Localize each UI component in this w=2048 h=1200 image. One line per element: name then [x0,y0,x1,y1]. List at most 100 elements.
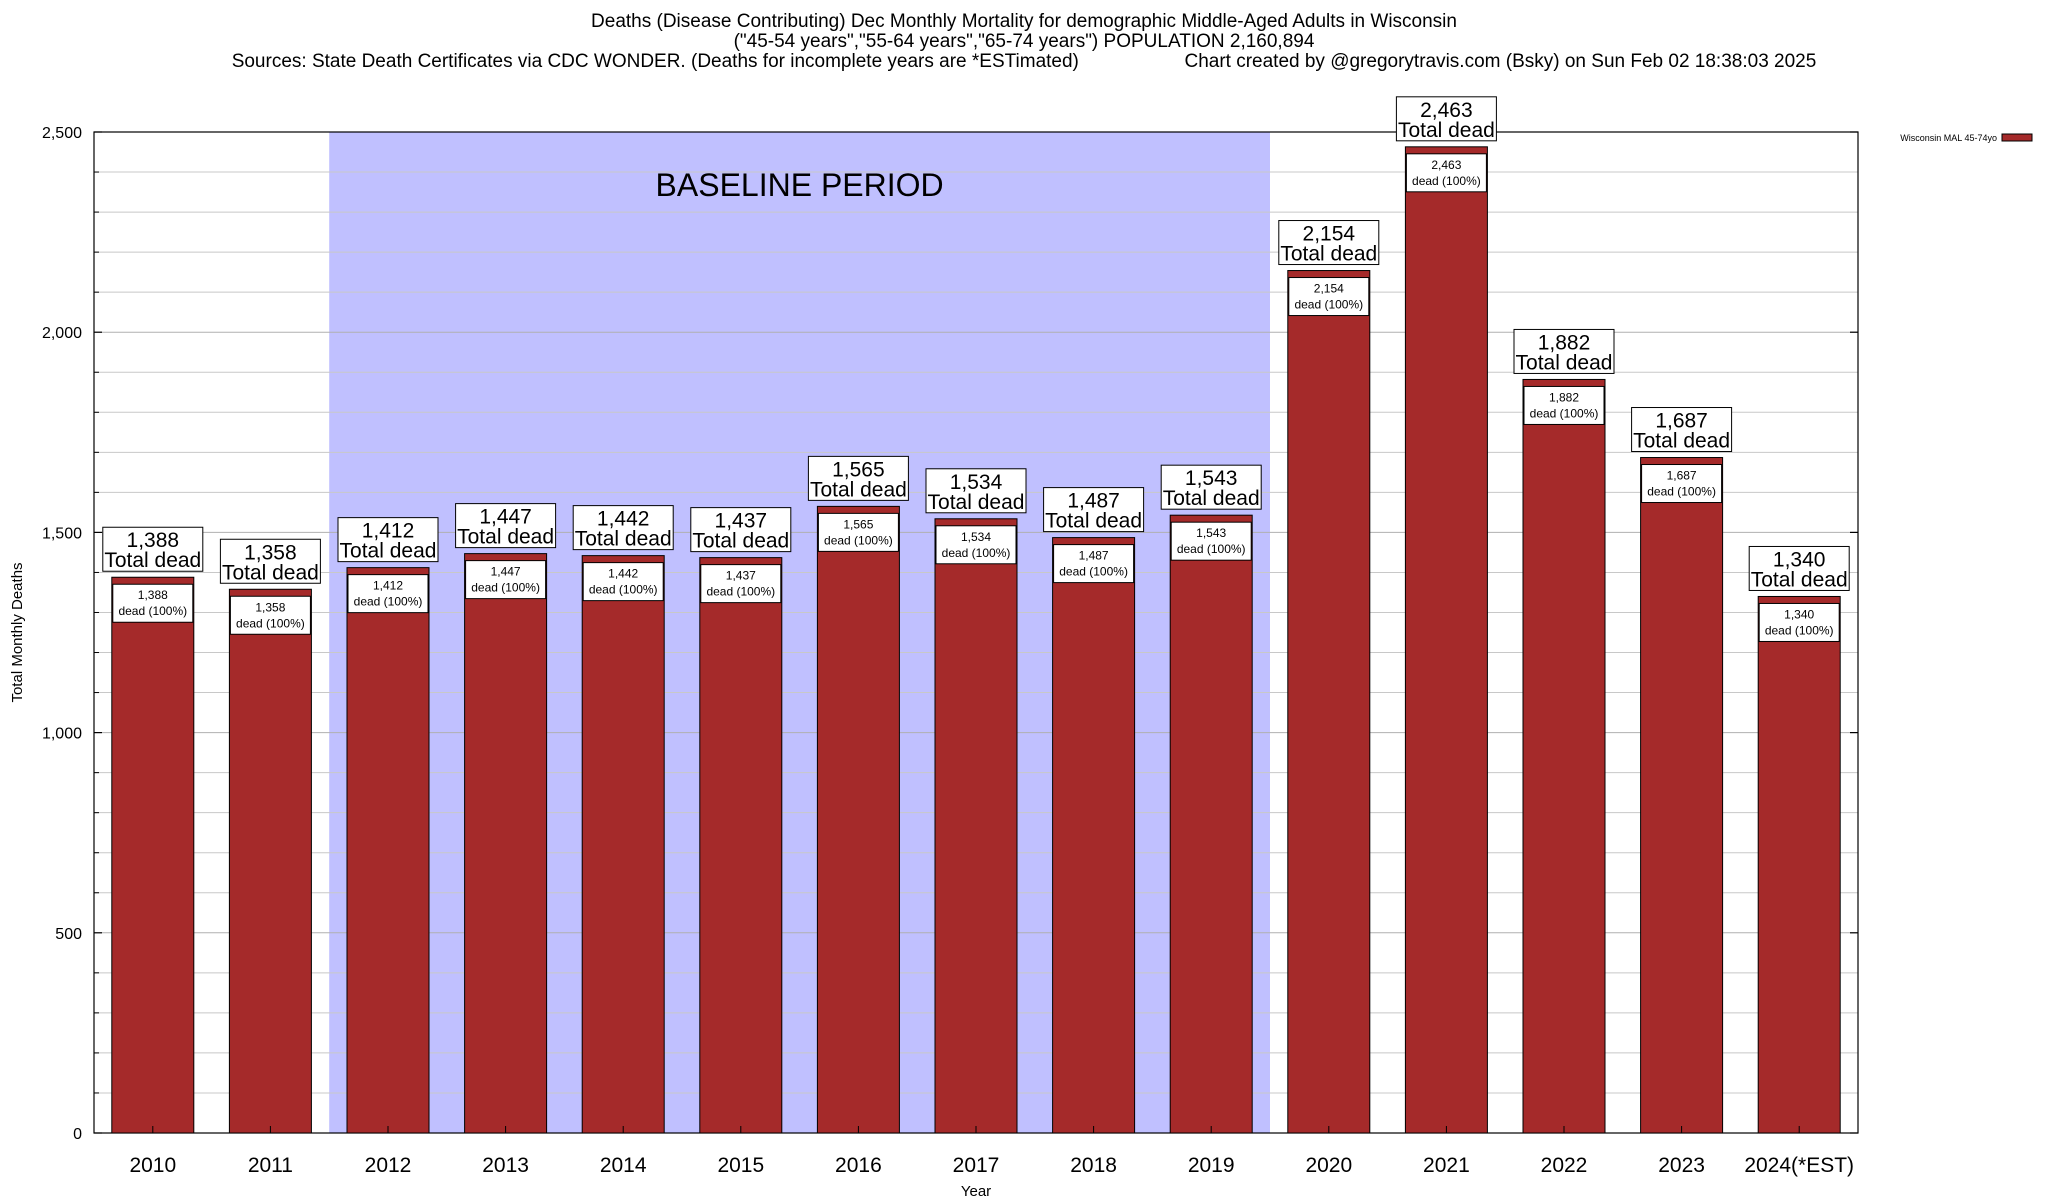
chart-subtitle: ("45-54 years","55-64 years","65-74 year… [733,31,1315,52]
total-value-label: 1,437 [715,510,768,533]
total-value-box [1278,220,1380,266]
inner-value-label: 1,412 [373,579,403,593]
total-value-label: 1,358 [244,541,297,564]
inner-value-label: 1,565 [843,517,873,531]
y-tick-label: 1,000 [42,726,82,743]
inner-value-box [700,564,782,604]
inner-value-label: 1,358 [255,600,285,614]
axes-layer: 0 500 1,000 1,500 2,000 2,500 Total Monthly De… [9,125,1858,1200]
total-value-box [337,517,439,563]
total-value-label: 1,487 [1067,490,1120,513]
inner-dead-label: dead (100%) [1412,174,1481,188]
inner-value-box [817,512,899,552]
inner-value-label: 1,543 [1196,526,1226,540]
x-tick-label: 2018 [1070,1154,1117,1177]
inner-value-box [1641,464,1723,504]
total-dead-label: Total dead [1163,487,1260,510]
total-value-label: 2,154 [1303,223,1356,246]
total-value-box [1513,328,1615,374]
inner-dead-label: dead (100%) [1765,623,1834,637]
inner-value-label: 1,437 [726,569,756,583]
x-tick-label: 2015 [717,1154,764,1177]
total-value-label: 1,340 [1773,548,1826,571]
total-dead-label: Total dead [1045,510,1142,533]
total-dead-label: Total dead [1516,351,1613,374]
bar [699,557,783,1134]
inner-dead-label: dead (100%) [706,585,775,599]
x-tick-label: 2014 [600,1154,647,1177]
inner-value-box [1170,521,1252,561]
bar [581,555,665,1134]
total-value-box [1043,487,1145,533]
inner-dead-label: dead (100%) [471,581,540,595]
bar [1757,595,1841,1134]
total-dead-label: Total dead [575,528,672,551]
inner-value-label: 1,447 [491,565,521,579]
inner-value-label: 2,154 [1314,282,1344,296]
y-tick-label: 500 [55,926,82,943]
inner-dead-label: dead (100%) [589,583,658,597]
bar [1169,514,1253,1134]
total-value-box [807,455,909,501]
inner-dead-label: dead (100%) [1530,406,1599,420]
legend-layer: Wisconsin MAL 45-74yo [1900,133,2033,143]
bar [1052,537,1136,1134]
total-dead-label: Total dead [1633,430,1730,453]
inner-value-label: 2,463 [1431,158,1461,172]
total-value-label: 2,463 [1420,99,1473,122]
x-tick-label: 2013 [482,1154,529,1177]
total-dead-label: Total dead [457,526,554,549]
x-tick-label: 2023 [1658,1154,1705,1177]
bar [1404,146,1488,1134]
inner-value-box [229,595,311,635]
total-value-box [690,507,792,553]
inner-value-box [347,574,429,614]
x-tick-label: 2011 [248,1154,293,1177]
inner-value-box [1053,544,1135,584]
total-value-label: 1,565 [832,458,885,481]
y-tick-label: 2,000 [42,325,82,342]
baseline-period-label: BASELINE PERIOD [656,167,944,203]
total-value-label: 1,687 [1655,410,1708,433]
inner-dead-label: dead (100%) [824,533,893,547]
bar [1287,270,1371,1134]
x-tick-label: 2016 [835,1154,882,1177]
inner-value-label: 1,487 [1079,549,1109,563]
total-value-box [925,468,1027,514]
total-value-label: 1,412 [362,520,415,543]
total-value-box [1395,96,1497,142]
total-value-box [1631,407,1733,453]
total-value-label: 1,882 [1538,331,1591,354]
inner-dead-label: dead (100%) [236,616,305,630]
total-dead-label: Total dead [1280,243,1377,266]
inner-value-box [112,583,194,623]
chart-title-block: Deaths (Disease Contributing) Dec Monthl… [0,12,2048,72]
inner-value-box [1758,602,1840,642]
bar [1640,457,1724,1134]
bar [934,518,1018,1134]
x-tick-label: 2012 [365,1154,412,1177]
total-value-box [455,503,557,549]
chart-title: Deaths (Disease Contributing) Dec Monthl… [591,11,1457,32]
bar [1522,378,1606,1134]
inner-dead-label: dead (100%) [1647,485,1716,499]
total-value-box [102,526,204,572]
inner-value-box [582,562,664,602]
inner-value-label: 1,340 [1784,607,1814,621]
total-dead-label: Total dead [340,540,437,563]
inner-value-label: 1,534 [961,530,991,544]
y-tick-label: 0 [73,1126,82,1143]
x-tick-label: 2020 [1305,1154,1352,1177]
inner-value-label: 1,388 [138,588,168,602]
bars-layer [111,146,1841,1134]
total-value-box [1748,545,1850,591]
bar [346,567,430,1134]
inner-value-label: 1,442 [608,567,638,581]
chart-sources-line: Sources: State Death Certificates via CD… [0,52,2048,72]
x-axis-title: Year [961,1183,991,1200]
total-value-box [1160,464,1262,510]
x-tick-label: 2024(*EST) [1744,1154,1854,1177]
total-value-label: 1,447 [479,506,532,529]
